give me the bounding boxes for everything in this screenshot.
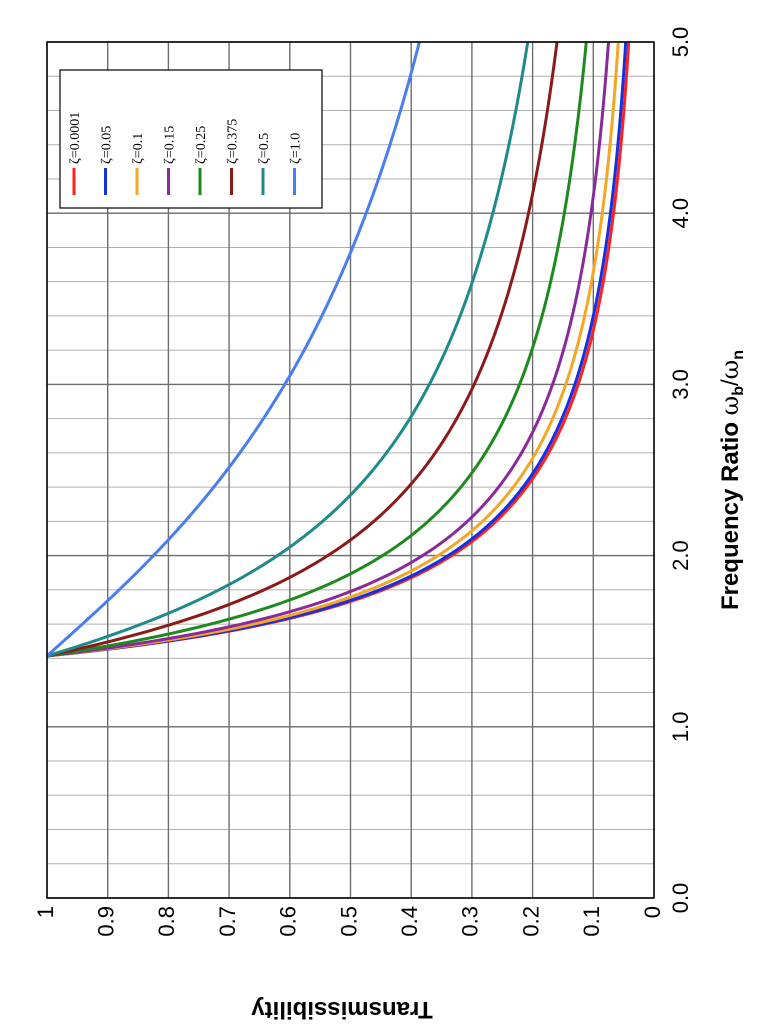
y-tick-label: 0.2 bbox=[518, 906, 543, 937]
y-tick-label: 0.5 bbox=[336, 906, 361, 937]
legend-label: ζ=0.5 bbox=[257, 133, 272, 164]
x-tick-label: 4.0 bbox=[668, 198, 693, 229]
y-tick-label: 0 bbox=[640, 906, 665, 918]
transmissibility-curves bbox=[45, 41, 631, 658]
legend: ζ=0.0001 ζ=0.05 ζ=0.1 ζ=0.15 ζ=0.25 ζ=0.375 ζ=… bbox=[59, 69, 323, 209]
legend-box bbox=[59, 69, 323, 209]
x-axis-title: Frequency Ratio ωb/ωn bbox=[716, 350, 747, 610]
plot-frame bbox=[46, 41, 655, 899]
curve-zeta-0.25 bbox=[46, 41, 588, 658]
x-tick-label: 2.0 bbox=[668, 540, 693, 571]
frequency-ratio-tick-labels: 0.0 1.0 2.0 3.0 4.0 5.0 bbox=[668, 27, 693, 914]
curve-zeta-0.1 bbox=[46, 41, 620, 658]
x-tick-label: 0.0 bbox=[668, 883, 693, 914]
omega-symbol-2: ω bbox=[716, 360, 744, 380]
legend-label: ζ=0.05 bbox=[100, 126, 115, 164]
legend-label: ζ=0.25 bbox=[194, 126, 209, 164]
y-tick-label: 0.8 bbox=[154, 906, 179, 937]
curve-zeta-0.375 bbox=[46, 41, 559, 658]
legend-label: ζ=0.15 bbox=[163, 126, 178, 164]
legend-label: ζ=0.1 bbox=[131, 133, 146, 164]
y-tick-label: 0.4 bbox=[397, 906, 422, 937]
y-axis-title: Transmissibility bbox=[251, 996, 433, 1023]
curve-zeta-0.0001 bbox=[46, 41, 631, 658]
legend-label: ζ=0.0001 bbox=[68, 112, 83, 164]
curve-zeta-0.5 bbox=[46, 41, 530, 658]
y-tick-label: 0.1 bbox=[579, 906, 604, 937]
x-tick-label: 3.0 bbox=[668, 369, 693, 400]
y-tick-label: 0.9 bbox=[94, 906, 119, 937]
y-tick-label: 1 bbox=[33, 906, 58, 918]
curve-zeta-0.15 bbox=[46, 41, 610, 658]
y-tick-label: 0.3 bbox=[458, 906, 483, 937]
curve-zeta-0.05 bbox=[46, 41, 628, 658]
slash: / bbox=[717, 379, 744, 386]
y-tick-label: 0.7 bbox=[215, 906, 240, 937]
omega-symbol: ω bbox=[716, 396, 744, 416]
transmissibility-tick-labels: 0 0.1 0.2 0.3 0.4 0.5 0.6 0.7 0.8 0.9 1 bbox=[33, 906, 665, 937]
legend-label: ζ=0.375 bbox=[226, 119, 241, 164]
x-tick-label: 5.0 bbox=[668, 27, 693, 58]
y-tick-label: 0.6 bbox=[276, 906, 301, 937]
subscript-n: n bbox=[730, 350, 747, 360]
subscript-b: b bbox=[730, 386, 747, 396]
legend-label: ζ=1.0 bbox=[289, 133, 304, 164]
x-tick-label: 1.0 bbox=[668, 712, 693, 743]
x-axis-title-text: Frequency Ratio bbox=[717, 415, 744, 610]
curve-zeta-1 bbox=[45, 41, 421, 658]
